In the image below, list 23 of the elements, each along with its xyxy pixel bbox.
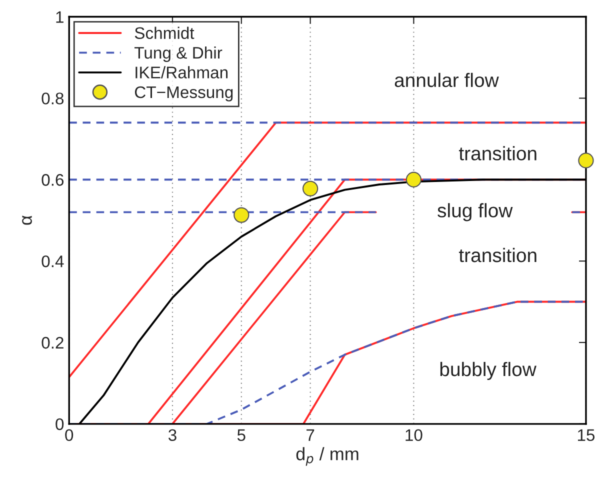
- legend-label: CT−Messung: [134, 86, 233, 102]
- annotation: transition: [458, 248, 536, 262]
- annotation: annular flow: [394, 72, 499, 88]
- x-tick-label: 10: [406, 429, 422, 442]
- x-tick-label: 7: [306, 429, 314, 441]
- y-tick-label: 0.2: [42, 336, 64, 349]
- y-tick-label: 0.8: [42, 92, 64, 104]
- annotation: slug flow: [438, 203, 513, 222]
- y-tick-label: 0.6: [42, 174, 64, 186]
- y-tick-label: 0: [56, 418, 64, 430]
- x-tick-label: 5: [237, 429, 246, 442]
- x-tick-label: 3: [168, 429, 176, 442]
- legend-label: IKE/Rahman: [136, 66, 228, 78]
- x-tick-label: 15: [578, 429, 595, 442]
- y-tick-label: 0.4: [42, 255, 64, 268]
- legend-label: Schmidt: [134, 26, 194, 40]
- y-tick-label: 1: [56, 11, 64, 23]
- legend-label: Tung & Dhir: [134, 46, 222, 62]
- annotation: bubbly flow: [440, 362, 536, 380]
- x-tick-label: 0: [65, 429, 74, 442]
- x-axis-title: d$_{p}$ / mm: [296, 447, 358, 466]
- y-axis-title: α: [22, 216, 32, 225]
- annotation: transition: [458, 146, 536, 160]
